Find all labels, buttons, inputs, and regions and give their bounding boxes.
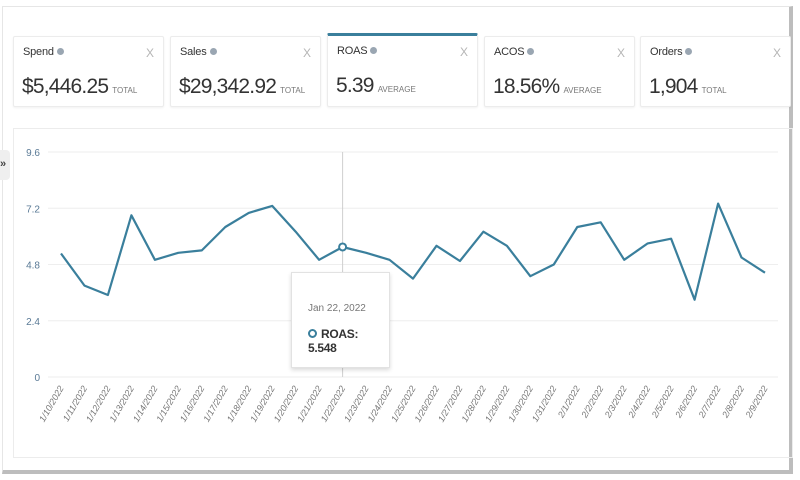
metric-card-roas[interactable]: ROAS X 5.39 AVERAGE [327, 33, 478, 107]
roas-series-line[interactable] [60, 202, 766, 301]
info-icon[interactable] [209, 48, 217, 55]
x-tick-label: 2/2/2022 [579, 384, 606, 420]
metric-title: Orders [650, 46, 693, 58]
metric-unit: TOTAL [112, 86, 138, 95]
tooltip-value: ROAS: 5.548 [308, 327, 389, 355]
metric-card-sales[interactable]: Sales X $29,342.92 TOTAL [170, 36, 321, 107]
metric-title: Spend [23, 46, 64, 58]
close-icon[interactable]: X [616, 46, 625, 60]
metric-title: Sales [180, 46, 217, 58]
x-axis: 1/10/20221/11/20221/12/20221/13/20221/14… [37, 384, 770, 424]
x-tick-label: 2/6/2022 [673, 384, 700, 420]
metric-value-text: 1,904 [649, 75, 698, 98]
y-tick-label: 0 [34, 373, 40, 384]
metric-title-text: ACOS [494, 46, 525, 58]
x-tick-label: 2/1/2022 [555, 384, 582, 420]
metric-value-text: 5.39 [336, 74, 374, 97]
metric-title-text: Orders [650, 46, 683, 58]
metric-value: 18.56% AVERAGE [493, 75, 602, 99]
close-icon[interactable]: X [459, 45, 468, 59]
y-tick-label: 9.6 [26, 148, 40, 159]
metric-value: 1,904 TOTAL [649, 75, 727, 99]
x-tick-label: 2/3/2022 [602, 384, 629, 420]
close-icon[interactable]: X [772, 46, 781, 60]
metric-value-text: 18.56% [493, 75, 560, 98]
metric-card-orders[interactable]: Orders X 1,904 TOTAL [640, 36, 791, 107]
chart-tooltip: Jan 22, 2022 ROAS: 5.548 [291, 272, 390, 368]
y-tick-label: 2.4 [26, 317, 40, 328]
metric-value: $29,342.92 TOTAL [179, 75, 305, 99]
metric-cards: Spend X $5,446.25 TOTAL Sales X $29,342.9… [13, 33, 793, 108]
metric-unit: TOTAL [280, 86, 306, 95]
x-tick-label: 2/4/2022 [626, 384, 653, 420]
metric-unit: TOTAL [701, 86, 727, 95]
info-icon[interactable] [685, 48, 693, 55]
metric-title: ROAS [337, 45, 378, 57]
chart-gridlines [48, 151, 778, 378]
metric-unit: AVERAGE [563, 86, 602, 95]
highlight-point[interactable] [338, 242, 348, 252]
metric-value: $5,446.25 TOTAL [22, 75, 137, 99]
x-tick-label: 2/8/2022 [720, 384, 747, 420]
metric-unit: AVERAGE [377, 85, 416, 94]
metric-title-text: Sales [180, 46, 207, 58]
tooltip-date: Jan 22, 2022 [308, 303, 366, 314]
y-axis: 0 2.4 4.8 7.2 9.6 [26, 148, 40, 384]
tooltip-value-text: ROAS: 5.548 [308, 327, 359, 355]
y-tick-label: 4.8 [26, 261, 40, 272]
info-icon[interactable] [56, 48, 64, 55]
metric-card-acos[interactable]: ACOS X 18.56% AVERAGE [484, 36, 635, 107]
metric-title-text: Spend [23, 46, 54, 58]
close-icon[interactable]: X [145, 46, 154, 60]
x-tick-label: 2/5/2022 [649, 384, 676, 420]
metric-title: ACOS [494, 46, 535, 58]
expand-sidebar-icon[interactable]: » [0, 150, 10, 180]
close-icon[interactable]: X [302, 46, 311, 60]
metric-value: 5.39 AVERAGE [336, 74, 416, 98]
metric-title-text: ROAS [337, 45, 368, 57]
series-marker-icon [308, 329, 317, 338]
x-tick-label: 2/9/2022 [743, 384, 770, 420]
info-icon[interactable] [527, 48, 535, 55]
metric-card-spend[interactable]: Spend X $5,446.25 TOTAL [13, 36, 164, 107]
metric-value-text: $29,342.92 [179, 75, 277, 98]
info-icon[interactable] [370, 47, 378, 54]
chart-panel [13, 128, 793, 458]
metric-value-text: $5,446.25 [22, 75, 109, 98]
y-tick-label: 7.2 [26, 204, 40, 215]
x-tick-label: 2/7/2022 [696, 384, 723, 420]
